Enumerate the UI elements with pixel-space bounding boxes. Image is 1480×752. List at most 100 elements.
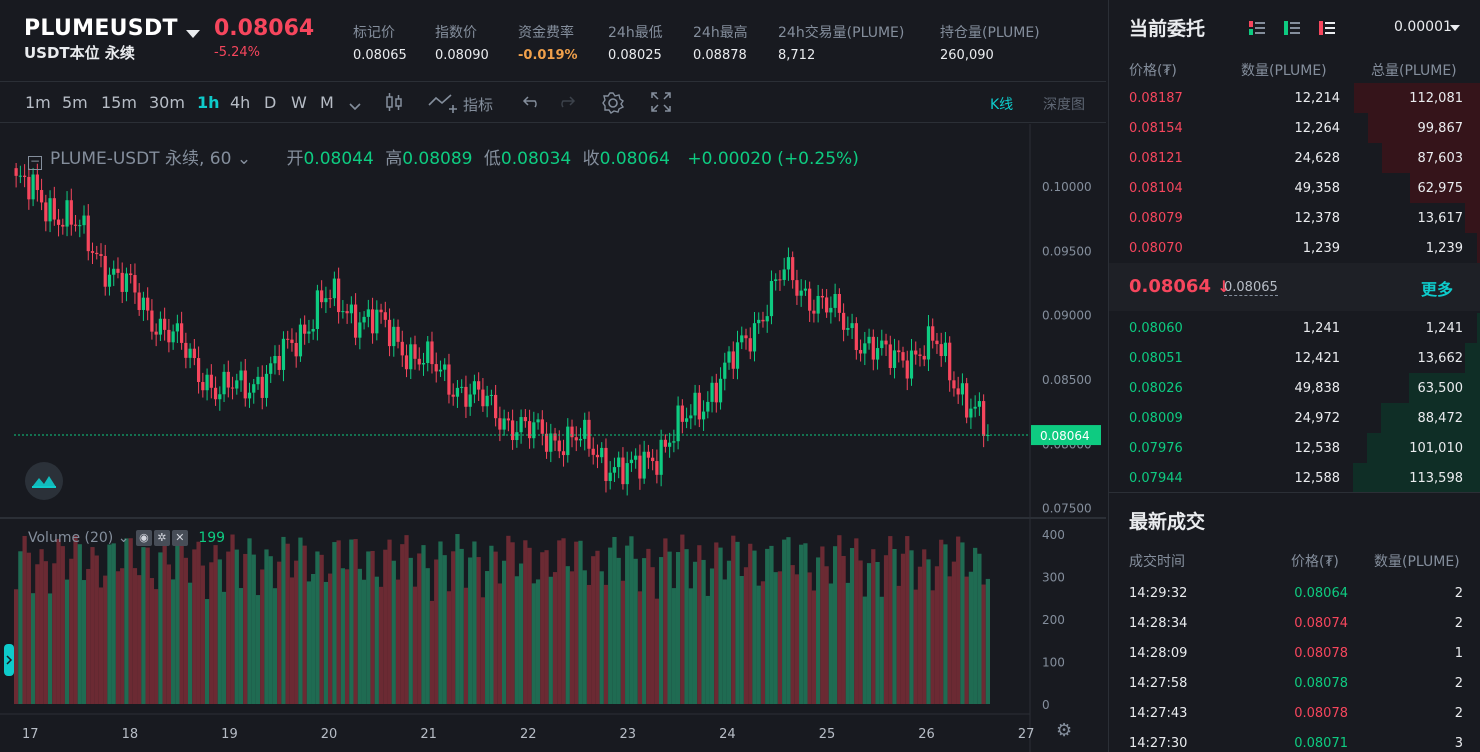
collapse-icon[interactable]: − xyxy=(28,154,42,170)
bid-row[interactable]: 0.08009 24,972 88,472 xyxy=(1109,403,1480,433)
volume-bar xyxy=(947,576,952,704)
volume-bar xyxy=(200,565,205,704)
order-total: 13,662 xyxy=(1417,351,1464,366)
settings-icon[interactable]: ✲ xyxy=(153,530,170,546)
bid-row[interactable]: 0.07976 12,538 101,010 xyxy=(1109,433,1480,463)
candle-body xyxy=(566,426,570,456)
candle-body xyxy=(247,392,252,399)
timeframe-5m[interactable]: 5m xyxy=(62,93,88,112)
ask-row[interactable]: 0.08121 24,628 87,603 xyxy=(1109,143,1480,173)
volume-bar xyxy=(323,581,329,704)
candle-body xyxy=(973,406,977,409)
order-qty: 49,838 xyxy=(1294,381,1341,396)
candle-body xyxy=(595,454,600,458)
orderbook-bids-icon[interactable] xyxy=(1284,20,1300,35)
symbol-name[interactable]: PLUMEUSDT xyxy=(24,16,178,41)
orderbook-asks-icon[interactable] xyxy=(1319,20,1335,35)
volume-bar xyxy=(196,541,201,704)
timeframe-30m[interactable]: 30m xyxy=(149,93,185,112)
ask-row[interactable]: 0.08070 1,239 1,239 xyxy=(1109,233,1480,263)
volume-legend-name[interactable]: Volume (20) xyxy=(28,530,114,546)
more-button[interactable]: 更多 xyxy=(1420,280,1453,299)
indicator-button[interactable]: 指标 xyxy=(463,96,494,114)
volume-bar xyxy=(145,547,150,704)
orderbook-both-icon[interactable] xyxy=(1249,20,1265,35)
visibility-icon[interactable]: ◉ xyxy=(135,530,152,546)
bid-row[interactable]: 0.08026 49,838 63,500 xyxy=(1109,373,1480,403)
candle-body xyxy=(196,358,201,383)
candle-body xyxy=(209,374,213,388)
order-price: 0.08070 xyxy=(1129,241,1183,256)
ask-row[interactable]: 0.08079 12,378 13,617 xyxy=(1109,203,1480,233)
candle-body xyxy=(791,257,795,281)
bid-row[interactable]: 0.08051 12,421 13,662 xyxy=(1109,343,1480,373)
bid-row[interactable]: 0.07944 12,588 113,598 xyxy=(1109,463,1480,493)
volume-bar xyxy=(743,567,749,704)
timeframe-15m[interactable]: 15m xyxy=(101,93,137,112)
fullscreen-icon[interactable] xyxy=(650,91,672,118)
candle-body xyxy=(311,328,315,332)
indicator-icon[interactable] xyxy=(427,91,461,118)
chevron-down-icon[interactable]: ⌄ xyxy=(231,149,252,169)
stat-funding-rate[interactable]: 资金费率 -0.019% xyxy=(518,22,578,63)
depth-bar xyxy=(1381,403,1480,433)
candle-style-icon[interactable] xyxy=(384,91,404,118)
candle-body xyxy=(112,268,116,275)
volume-bar xyxy=(646,548,651,704)
candle-body xyxy=(409,344,413,370)
chevron-down-icon[interactable]: ⌄ xyxy=(113,530,134,546)
candlestick-chart[interactable]: 0.100000.095000.090000.085000.080000.075… xyxy=(0,124,1106,752)
candle-body xyxy=(341,311,345,313)
volume-bar xyxy=(769,545,774,704)
volume-bar xyxy=(663,538,668,704)
chevron-down-icon[interactable] xyxy=(1450,25,1460,31)
more-timeframes-icon[interactable] xyxy=(348,95,362,116)
ask-row[interactable]: 0.08154 12,264 99,867 xyxy=(1109,113,1480,143)
candle-body xyxy=(69,200,73,225)
ask-row[interactable]: 0.08104 49,358 62,975 xyxy=(1109,173,1480,203)
timeframe-w[interactable]: W xyxy=(291,93,307,112)
volume-bar xyxy=(421,545,426,704)
candle-body xyxy=(960,383,965,395)
volume-bar xyxy=(107,544,112,704)
symbol-dropdown-icon[interactable] xyxy=(186,30,200,38)
candle-body xyxy=(748,338,752,352)
legend-symbol[interactable]: PLUME-USDT 永续, 60 xyxy=(50,149,232,169)
timeframe-1h[interactable]: 1h xyxy=(197,93,220,112)
tab-depth[interactable]: 深度图 xyxy=(1043,97,1085,113)
mid-mark-price[interactable]: 0.08065 xyxy=(1224,280,1278,296)
chart-settings-icon[interactable]: ⚙ xyxy=(1056,720,1073,741)
chart-canvas[interactable]: 0.100000.095000.090000.085000.080000.075… xyxy=(0,124,1106,752)
volume-bar xyxy=(956,536,961,704)
candle-body xyxy=(663,439,667,447)
legend-high-label: 高 xyxy=(385,149,403,169)
candle-body xyxy=(544,433,549,452)
candle-body xyxy=(14,168,18,176)
depth-bar xyxy=(1477,233,1480,263)
settings-icon[interactable] xyxy=(601,91,625,120)
timeframe-4h[interactable]: 4h xyxy=(230,93,251,112)
candle-body xyxy=(56,219,61,225)
tab-kline[interactable]: K线 xyxy=(990,97,1014,113)
bid-row[interactable]: 0.08060 1,241 1,241 xyxy=(1109,313,1480,343)
timeframe-d[interactable]: D xyxy=(264,93,277,112)
candle-body xyxy=(583,419,587,439)
volume-bar xyxy=(548,576,553,704)
precision-select[interactable]: 0.00001 xyxy=(1394,19,1452,35)
ask-row[interactable]: 0.08187 12,214 112,081 xyxy=(1109,83,1480,113)
side-panel-toggle[interactable] xyxy=(4,644,14,676)
candle-body xyxy=(294,342,298,357)
volume-bar xyxy=(900,553,906,704)
candle-body xyxy=(213,387,218,400)
volume-bar xyxy=(192,549,197,704)
candle-body xyxy=(256,376,260,385)
timeframe-m[interactable]: M xyxy=(320,93,334,112)
volume-bar xyxy=(620,580,626,704)
candle-body xyxy=(795,280,799,296)
order-total: 101,010 xyxy=(1409,441,1463,456)
undo-icon[interactable] xyxy=(522,91,542,116)
close-icon[interactable]: ✕ xyxy=(171,530,188,546)
redo-icon[interactable] xyxy=(556,91,576,116)
date-axis-label: 25 xyxy=(819,727,836,742)
timeframe-1m[interactable]: 1m xyxy=(25,93,51,112)
